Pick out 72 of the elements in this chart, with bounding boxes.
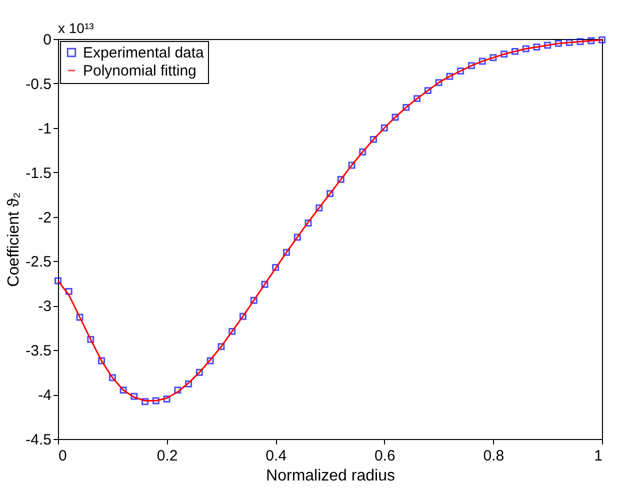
- point: [424, 87, 432, 94]
- x-tick-label: 0: [58, 448, 67, 464]
- point: [272, 264, 280, 271]
- y-tick-label: -3.5: [26, 342, 52, 360]
- y-tick-label: -1.5: [26, 164, 52, 182]
- point: [304, 220, 312, 226]
- point: [65, 288, 72, 295]
- y-axis-title: Coefficient ϑ₂: [6, 192, 23, 287]
- legend-label: Experimental data: [83, 44, 205, 62]
- y-tick-label: -2.5: [26, 254, 52, 271]
- x-tick-label: 0.6: [374, 448, 396, 464]
- point: [185, 380, 192, 388]
- point: [108, 374, 116, 382]
- point: [478, 58, 486, 65]
- point: [348, 162, 356, 169]
- point: [218, 343, 225, 350]
- y-tick-label: -0.5: [26, 76, 52, 93]
- point: [120, 386, 127, 394]
- point: [402, 104, 410, 111]
- point: [326, 190, 334, 198]
- point: [576, 38, 584, 46]
- point: [76, 314, 84, 321]
- point: [54, 277, 62, 284]
- x-tick-label: 0.8: [483, 448, 504, 464]
- point: [282, 248, 290, 256]
- x-tick-label: 0.2: [156, 448, 178, 464]
- point: [457, 68, 464, 74]
- point: [163, 396, 170, 402]
- point: [142, 398, 149, 406]
- point: [98, 357, 106, 364]
- y-tick-label: -3: [38, 298, 52, 316]
- point: [380, 124, 388, 132]
- point: [435, 79, 442, 86]
- text: x 10¹³: [58, 20, 94, 36]
- point: [239, 312, 246, 320]
- legend-label: Polynomial fitting: [83, 62, 196, 80]
- point: [87, 336, 94, 343]
- point: [250, 296, 258, 304]
- point: [511, 48, 518, 55]
- point: [500, 50, 508, 58]
- point: [370, 136, 378, 143]
- point: [316, 204, 323, 212]
- x-axis-title: Normalized radius: [266, 468, 395, 484]
- point: [414, 95, 421, 102]
- y-tick-label: -4: [38, 387, 52, 404]
- point: [196, 368, 203, 376]
- y-tick-label: -4.5: [26, 432, 52, 448]
- point: [588, 37, 595, 44]
- point: [130, 392, 138, 400]
- point: [554, 40, 562, 47]
- x-tick-label: 0.4: [266, 448, 287, 464]
- point: [206, 357, 214, 364]
- point: [446, 72, 454, 80]
- point: [598, 36, 606, 44]
- point: [533, 44, 540, 50]
- point: [228, 328, 236, 335]
- point: [174, 386, 182, 394]
- point: [261, 280, 268, 288]
- point: [490, 54, 497, 62]
- point: [294, 234, 301, 241]
- point: [152, 397, 160, 404]
- point: [359, 148, 366, 156]
- x-tick-label: 1: [594, 448, 602, 464]
- point: [522, 45, 530, 52]
- y-tick-label: -1: [38, 120, 52, 138]
- point: [468, 62, 475, 70]
- point: [392, 114, 399, 121]
- y-tick-label: 0: [43, 32, 52, 48]
- point: [544, 42, 552, 49]
- point: [337, 176, 344, 183]
- y-tick-label: -2: [38, 209, 52, 226]
- point: [566, 39, 573, 46]
